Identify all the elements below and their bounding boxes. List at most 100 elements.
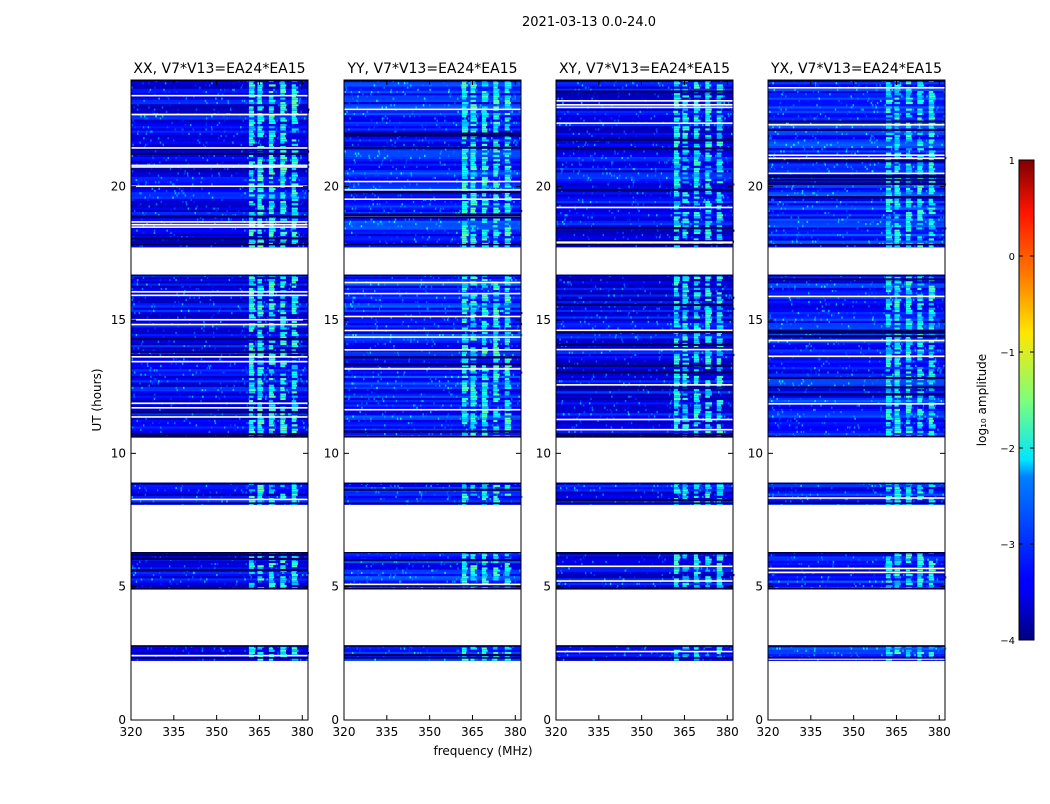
speckle [150,431,152,433]
speckle [445,385,447,387]
rfi-cell [493,126,498,128]
speckle [247,404,249,406]
rfi-cell [493,393,499,395]
rfi-cell [269,126,275,128]
speckle [374,157,376,159]
block-edge [344,503,521,505]
rfi-cell [292,431,297,433]
speckle [365,413,367,415]
speckle [154,404,156,406]
rfi-cell [470,144,476,146]
speckle [417,341,419,343]
speckle [264,212,266,214]
rfi-cell [505,404,510,406]
speckle [190,124,192,126]
speckle [266,325,268,327]
speckle [144,115,146,117]
speckle [426,650,428,652]
rfi-cell [280,648,285,650]
x-tick-label: 320 [120,725,143,739]
speckle [427,572,429,574]
speckle [200,181,202,183]
speckle [434,402,436,404]
speckle [132,387,134,389]
speckle [448,279,450,281]
speckle [182,192,184,194]
speckle [239,391,241,393]
speckle [204,91,206,93]
speckle [232,89,234,91]
panel-title: XX, V7*V13=EA24*EA15 [133,61,305,77]
rfi-cell [269,283,275,285]
speckle [274,426,276,428]
speckle [189,354,191,356]
rfi-cell [249,652,255,654]
rfi-cell [257,199,261,201]
speckle [176,648,178,650]
speckle [300,157,302,159]
speckle [472,299,474,301]
rfi-cell [493,305,498,307]
speckle [505,411,507,413]
speckle [480,413,482,415]
speckle [245,485,247,487]
rfi-cell [482,374,487,376]
time-row [131,347,308,349]
speckle [444,563,446,565]
speckle [216,574,218,576]
rfi-cell [269,341,275,343]
speckle [491,283,493,285]
rfi-cell [269,378,273,380]
speckle [418,327,420,329]
speckle [410,155,412,157]
speckle [347,150,349,152]
speckle [287,585,289,587]
rfi-cell [482,124,487,126]
rfi-cell [257,422,264,424]
rfi-cell [505,380,511,382]
rfi-cell [470,393,476,395]
speckle [378,402,380,404]
rfi-cell [292,301,299,303]
rfi-cell [249,277,255,279]
speckle [259,139,261,141]
flagged-row-white [131,319,308,321]
speckle [142,341,144,343]
speckle [282,487,284,489]
speckle [354,581,356,583]
rfi-cell [493,491,499,493]
speckle [420,286,422,288]
speckle [348,128,350,130]
speckle [188,299,190,301]
speckle [158,422,160,424]
rfi-cell [269,219,275,221]
speckle [159,283,161,285]
rfi-cell [280,429,286,431]
block-edge [344,552,521,554]
rfi-cell [257,387,263,389]
rfi-cell [257,330,262,332]
speckle [345,391,347,393]
speckle [450,556,452,558]
speckle [176,389,178,391]
speckle [427,407,429,409]
speckle [302,420,304,422]
flagged-row-dark [131,569,308,571]
speckle [215,387,217,389]
rfi-cell [292,157,297,159]
speckle [447,345,449,347]
speckle [167,413,169,415]
rfi-cell [249,100,254,102]
rfi-cell [280,576,285,578]
speckle [199,142,201,144]
speckle [257,583,259,585]
rfi-cell [280,561,285,563]
speckle [425,137,427,139]
speckle [375,323,377,325]
speckle [205,84,207,86]
rfi-cell [470,131,476,133]
speckle [440,563,442,565]
rfi-cell [482,144,487,146]
rfi-cell [257,312,263,314]
